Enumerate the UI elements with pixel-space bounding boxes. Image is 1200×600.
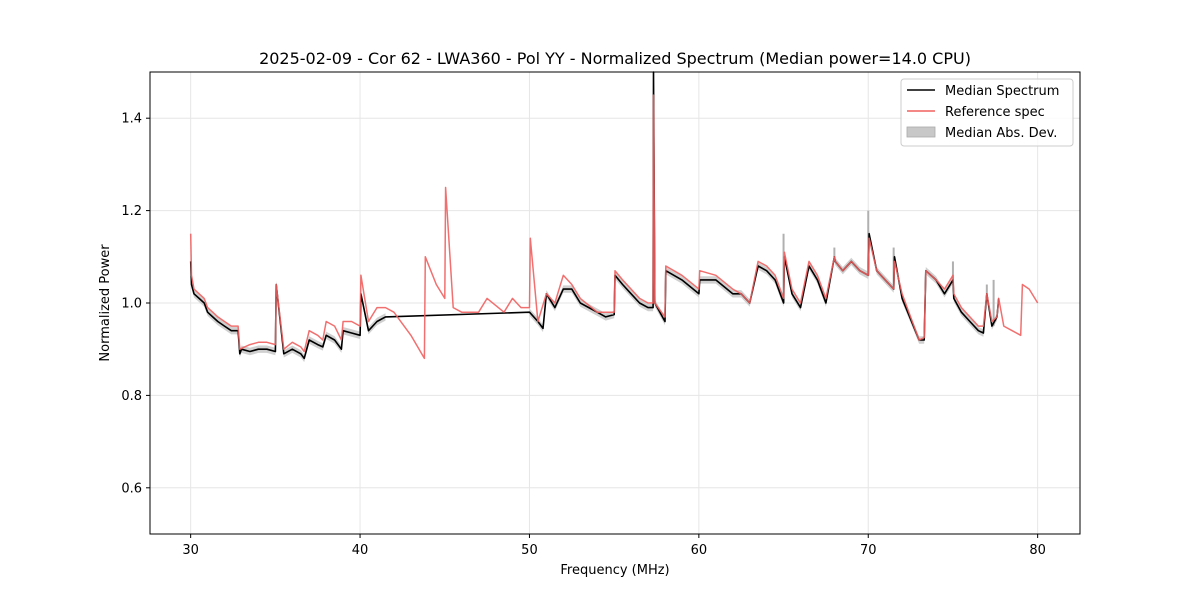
y-tick-label: 1.2: [121, 204, 142, 219]
legend-swatch-mad: [906, 126, 936, 138]
x-tick-label: 60: [691, 543, 708, 558]
x-tick-label: 50: [521, 543, 538, 558]
x-tick-label: 40: [352, 543, 369, 558]
ticks: 30 40 50 60 70 80 0.6 0.8 1.0 1.2 1.4: [121, 112, 1046, 558]
x-tick-label: 80: [1029, 543, 1046, 558]
legend-frame: [900, 78, 1074, 147]
legend-label-mad: Median Abs. Dev.: [945, 126, 1057, 141]
y-tick-label: 1.4: [121, 112, 142, 127]
y-tick-label: 0.6: [121, 481, 142, 496]
y-tick-label: 0.8: [121, 389, 142, 404]
legend-label-median: Median Spectrum: [945, 84, 1059, 99]
x-tick-label: 70: [860, 543, 877, 558]
x-axis-label: Frequency (MHz): [560, 563, 669, 578]
y-axis-label: Normalized Power: [98, 244, 113, 362]
series-layer: [189, 71, 1039, 360]
legend: Median Spectrum Reference spec Median Ab…: [900, 78, 1074, 147]
y-tick-label: 1.0: [121, 297, 142, 312]
legend-label-reference: Reference spec: [945, 105, 1045, 120]
x-tick-label: 30: [182, 543, 199, 558]
chart-title: 2025-02-09 - Cor 62 - LWA360 - Pol YY - …: [259, 49, 971, 68]
reference-spec-line: [189, 94, 1039, 360]
